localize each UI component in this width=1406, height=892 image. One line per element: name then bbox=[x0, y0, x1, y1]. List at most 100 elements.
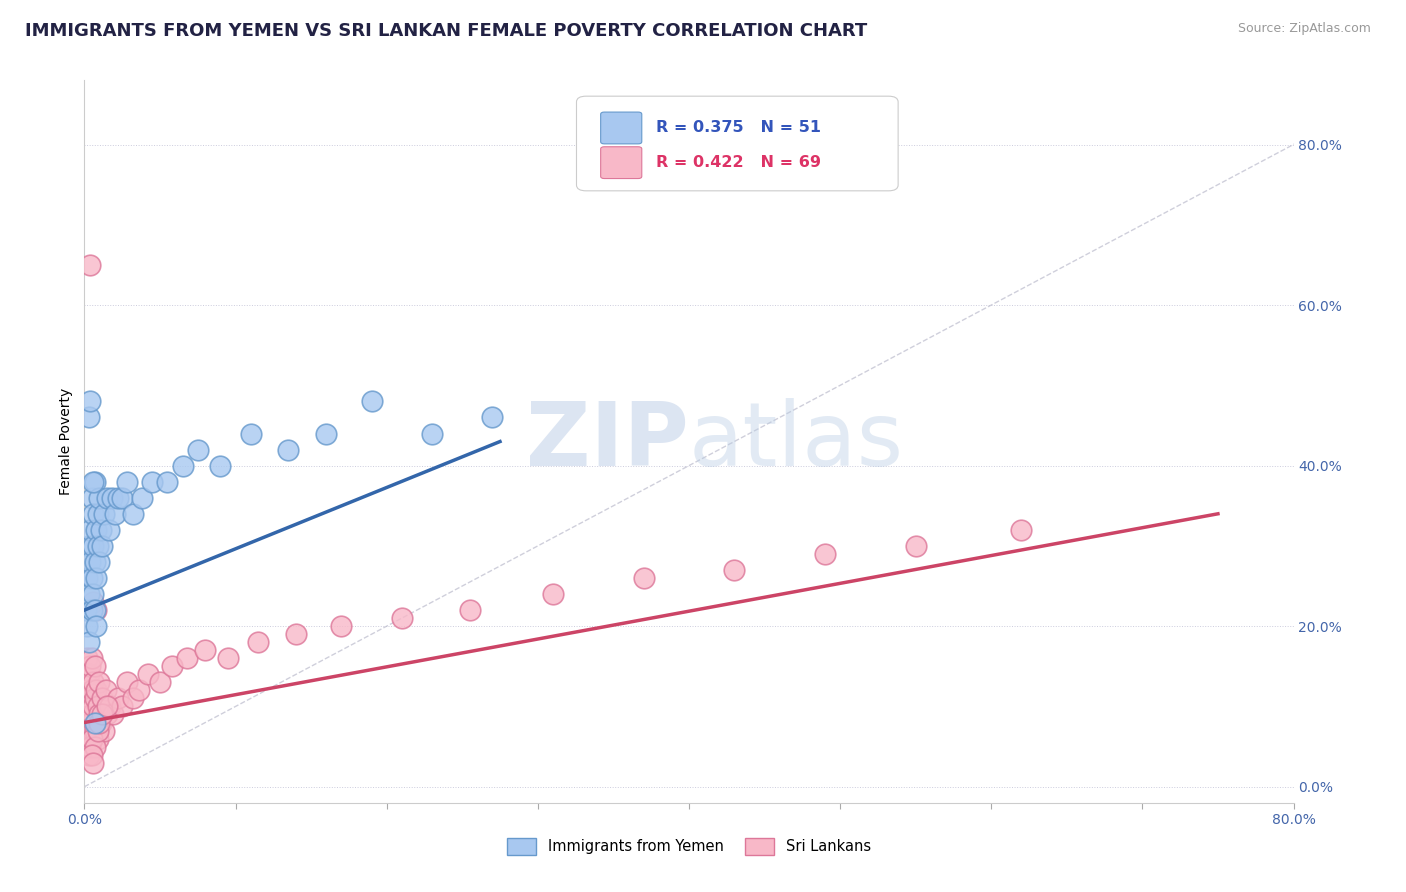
Point bbox=[77, 587, 100, 601]
Point bbox=[89, 715, 111, 730]
Point bbox=[84, 715, 107, 730]
Point bbox=[87, 723, 110, 738]
Point bbox=[80, 747, 103, 762]
Point bbox=[149, 675, 172, 690]
Text: atlas: atlas bbox=[689, 398, 904, 485]
Point bbox=[77, 747, 100, 762]
Point bbox=[156, 475, 179, 489]
Point bbox=[76, 715, 98, 730]
Point bbox=[87, 507, 110, 521]
Text: Source: ZipAtlas.com: Source: ZipAtlas.com bbox=[1237, 22, 1371, 36]
Point bbox=[82, 587, 104, 601]
Point bbox=[80, 707, 103, 722]
Point bbox=[285, 627, 308, 641]
Point bbox=[96, 699, 118, 714]
Point bbox=[77, 731, 100, 746]
Point bbox=[633, 571, 655, 585]
Point bbox=[80, 731, 103, 746]
Point bbox=[77, 635, 100, 649]
Point bbox=[82, 475, 104, 489]
Point bbox=[209, 458, 232, 473]
Point bbox=[82, 675, 104, 690]
Point bbox=[89, 555, 111, 569]
Point bbox=[141, 475, 163, 489]
Point bbox=[115, 475, 138, 489]
Point bbox=[239, 426, 262, 441]
Point bbox=[481, 410, 503, 425]
Point bbox=[160, 659, 183, 673]
Point bbox=[84, 691, 107, 706]
Point bbox=[904, 539, 927, 553]
Point bbox=[91, 707, 114, 722]
Point bbox=[107, 691, 129, 706]
Point bbox=[77, 699, 100, 714]
Point bbox=[77, 667, 100, 681]
Point bbox=[86, 619, 108, 633]
Point bbox=[187, 442, 209, 457]
Point bbox=[96, 491, 118, 505]
Point bbox=[96, 707, 118, 722]
Point bbox=[82, 699, 104, 714]
Point bbox=[76, 619, 98, 633]
Point bbox=[107, 491, 129, 505]
Text: R = 0.422   N = 69: R = 0.422 N = 69 bbox=[657, 155, 821, 170]
Point bbox=[131, 491, 153, 505]
Point bbox=[115, 675, 138, 690]
Point bbox=[121, 507, 143, 521]
Point bbox=[128, 683, 150, 698]
Point bbox=[111, 491, 134, 505]
Point bbox=[79, 739, 101, 754]
Point bbox=[76, 571, 98, 585]
Point bbox=[75, 667, 97, 681]
Point bbox=[89, 707, 111, 722]
Point bbox=[391, 611, 413, 625]
Point bbox=[330, 619, 353, 633]
Point bbox=[80, 571, 103, 585]
Point bbox=[1011, 523, 1033, 537]
Point bbox=[194, 643, 217, 657]
Point bbox=[176, 651, 198, 665]
Point bbox=[84, 555, 107, 569]
Point bbox=[82, 507, 104, 521]
Point bbox=[76, 651, 98, 665]
Point bbox=[87, 699, 110, 714]
Point bbox=[84, 739, 107, 754]
Point bbox=[79, 715, 101, 730]
Text: ZIP: ZIP bbox=[526, 398, 689, 485]
Point bbox=[79, 555, 101, 569]
Point bbox=[86, 571, 108, 585]
Point bbox=[814, 547, 837, 561]
FancyBboxPatch shape bbox=[600, 112, 641, 144]
Point bbox=[79, 659, 101, 673]
Point bbox=[91, 691, 114, 706]
FancyBboxPatch shape bbox=[576, 96, 898, 191]
Legend: Immigrants from Yemen, Sri Lankans: Immigrants from Yemen, Sri Lankans bbox=[501, 832, 877, 861]
Point bbox=[87, 731, 110, 746]
Point bbox=[101, 707, 124, 722]
Point bbox=[277, 442, 299, 457]
Point bbox=[97, 523, 120, 537]
Point bbox=[93, 507, 115, 521]
Point bbox=[420, 426, 443, 441]
Point bbox=[80, 683, 103, 698]
Point bbox=[84, 475, 107, 489]
Point bbox=[77, 410, 100, 425]
Point bbox=[121, 691, 143, 706]
Point bbox=[90, 715, 112, 730]
Point bbox=[91, 539, 114, 553]
Y-axis label: Female Poverty: Female Poverty bbox=[59, 388, 73, 495]
Point bbox=[247, 635, 270, 649]
Point bbox=[541, 587, 564, 601]
Point bbox=[82, 756, 104, 770]
Point bbox=[80, 603, 103, 617]
Point bbox=[84, 723, 107, 738]
Point bbox=[80, 731, 103, 746]
Point bbox=[77, 539, 100, 553]
Point bbox=[84, 603, 107, 617]
Point bbox=[82, 539, 104, 553]
Point bbox=[89, 491, 111, 505]
FancyBboxPatch shape bbox=[600, 147, 641, 178]
Point bbox=[79, 394, 101, 409]
Point bbox=[86, 603, 108, 617]
Point bbox=[79, 691, 101, 706]
